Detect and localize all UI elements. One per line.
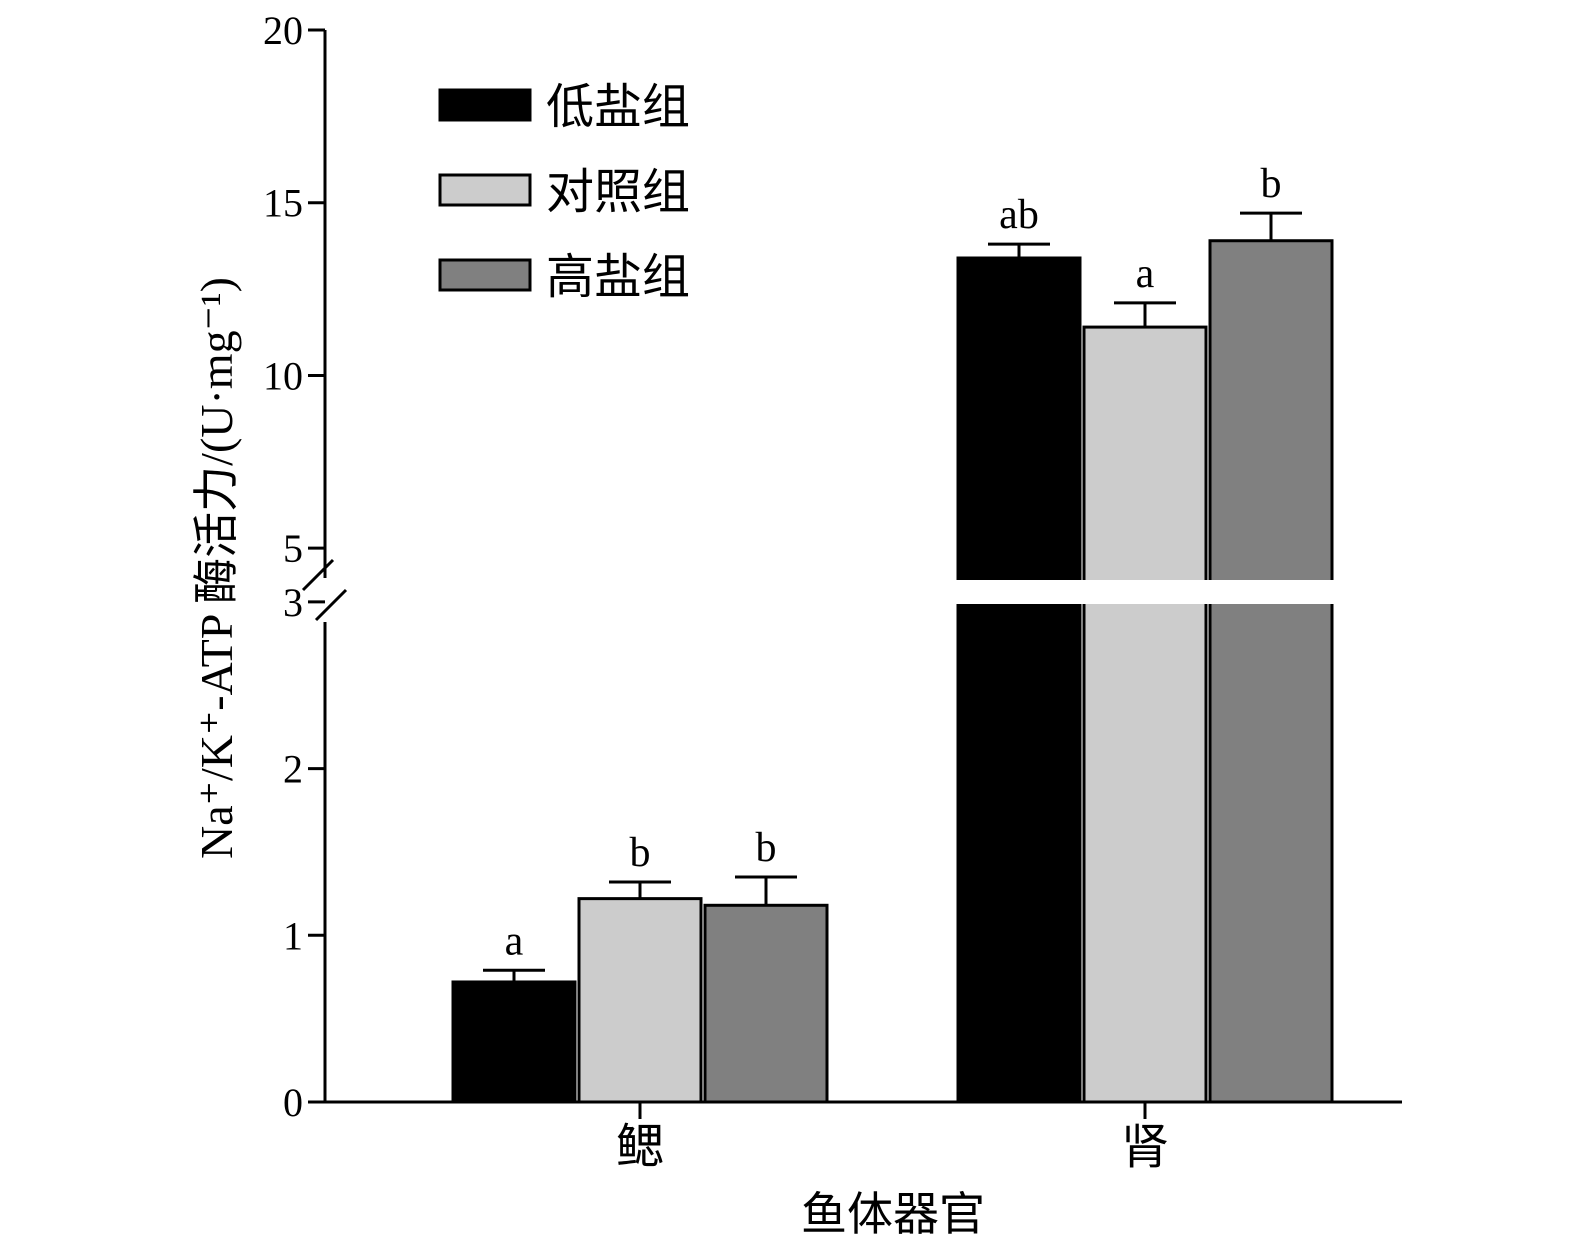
y-tick-label: 15	[263, 181, 303, 226]
y-tick-label: 20	[263, 8, 303, 53]
axis-break-mark	[301, 558, 335, 592]
bar-1-3	[703, 903, 829, 1104]
significance-label: a	[505, 918, 524, 964]
y-axis-title: Na⁺/K⁺-ATP 酶活力/(U·mg⁻¹)	[191, 277, 242, 859]
bar-2-1	[956, 256, 1082, 1104]
legend-label: 对照组	[546, 166, 690, 219]
bar-1-1	[451, 980, 577, 1104]
legend-swatch	[438, 88, 532, 122]
bar-break-gap	[955, 580, 1083, 604]
bar-2-2	[1082, 325, 1208, 1104]
axes: 0 1 2 3 5 10 15 20 鳃 肾	[263, 8, 1402, 1174]
x-axis-title: 鱼体器官	[801, 1189, 985, 1240]
legend-swatch	[438, 173, 532, 207]
bar-break-gap	[1081, 580, 1209, 604]
significance-label: b	[756, 825, 777, 871]
legend-swatch	[438, 258, 532, 292]
axis-break-mark	[314, 588, 348, 622]
y-tick-label: 2	[283, 747, 303, 792]
significance-label: ab	[999, 192, 1039, 238]
bar-2-3	[1208, 239, 1334, 1104]
x-category-label: 鳃	[616, 1121, 664, 1174]
significance-label: a	[1136, 251, 1155, 297]
y-tick-label: 10	[263, 353, 303, 398]
legend-label: 低盐组	[546, 81, 690, 134]
bar-1-2	[577, 897, 703, 1104]
legend-label: 高盐组	[546, 251, 690, 304]
significance-label: b	[1261, 161, 1282, 207]
significance-label: b	[630, 830, 651, 876]
y-tick-label: 1	[283, 913, 303, 958]
bar-break-gap	[1207, 580, 1335, 604]
y-tick-label: 5	[283, 526, 303, 571]
y-tick-label: 3	[283, 580, 303, 625]
y-tick-label: 0	[283, 1080, 303, 1125]
x-category-label: 肾	[1121, 1121, 1169, 1174]
